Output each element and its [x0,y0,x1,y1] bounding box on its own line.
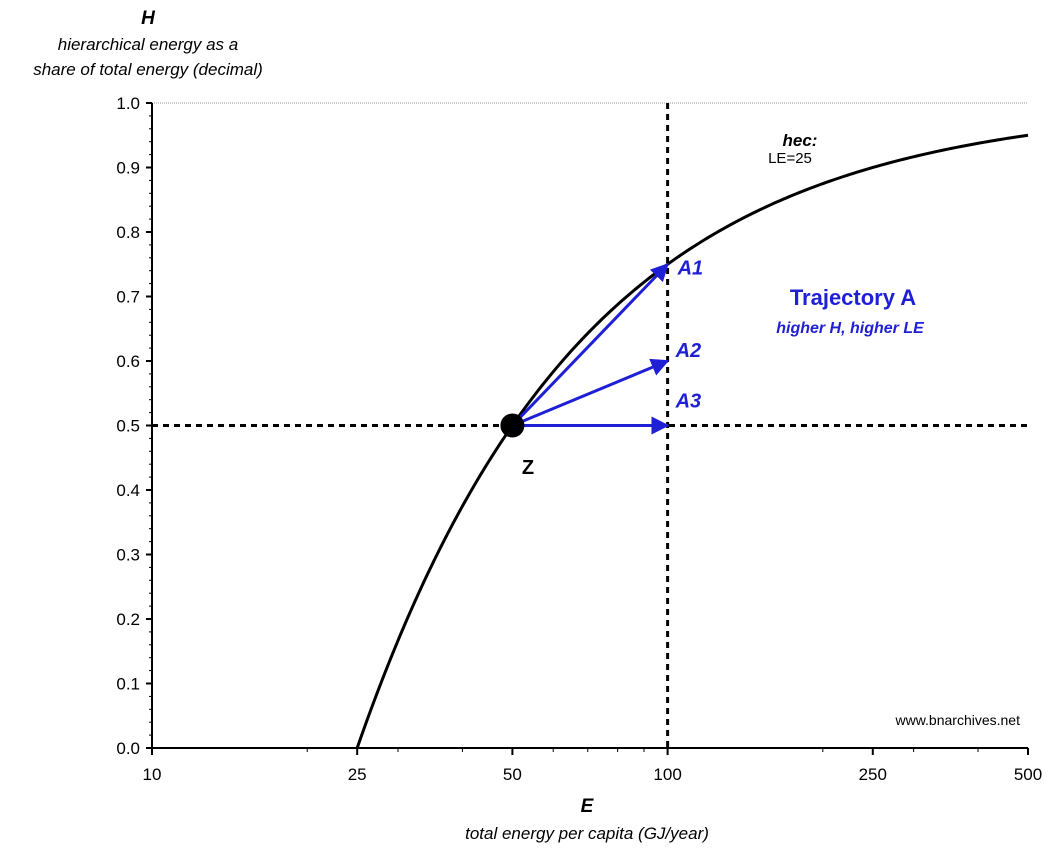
arrow-a2 [511,358,670,427]
y-tick-label: 0.1 [116,675,140,694]
point-z-marker [500,413,525,438]
y-tick-label: 0.9 [116,159,140,178]
x-ticks: 10 25 50 100 250 500 [143,748,1042,784]
y-tick-label: 0.7 [116,288,140,307]
y-ticks: 0.0 0.1 0.2 0.3 0.4 0.5 0.6 0.7 0.8 0.9 1.0 [116,94,152,758]
trajectory-title: Trajectory A [790,285,916,310]
arrow-a1 [511,262,669,427]
y-tick-label: 0.8 [116,223,140,242]
x-tick-label: 250 [859,765,887,784]
y-axis-label-line1: hierarchical energy as a [58,35,238,54]
curve-name-line2: LE=25 [768,150,812,167]
arrow-label-a3: A3 [675,391,702,413]
x-axis-label: total energy per capita (GJ/year) [465,824,709,843]
x-tick-label: 10 [143,765,162,784]
arrow-label-a1: A1 [677,257,704,279]
trajectory-arrows: A1 A2 A3 [511,257,704,435]
y-tick-label: 1.0 [116,94,140,113]
source-credit: www.bnarchives.net [894,712,1020,728]
y-tick-label: 0.6 [116,352,140,371]
y-tick-label: 0.4 [116,481,140,500]
trajectory-subtitle: higher H, higher LE [776,320,925,337]
y-tick-label: 0.2 [116,610,140,629]
x-tick-label: 50 [503,765,522,784]
hec-curve [355,133,1029,749]
y-tick-label: 0.3 [116,546,140,565]
y-tick-label: 0.5 [116,417,140,436]
curve-name-line1: hec: [783,131,818,150]
arrow-label-a2: A2 [675,340,702,362]
x-tick-label: 25 [348,765,367,784]
x-tick-label: 100 [653,765,681,784]
y-tick-label: 0.0 [116,739,140,758]
x-tick-label: 500 [1014,765,1042,784]
y-axis-label-line2: share of total energy (decimal) [33,60,263,79]
y-axis-letter: H [141,8,156,29]
point-z-label: Z [522,457,534,479]
x-axis-letter: E [581,796,595,817]
